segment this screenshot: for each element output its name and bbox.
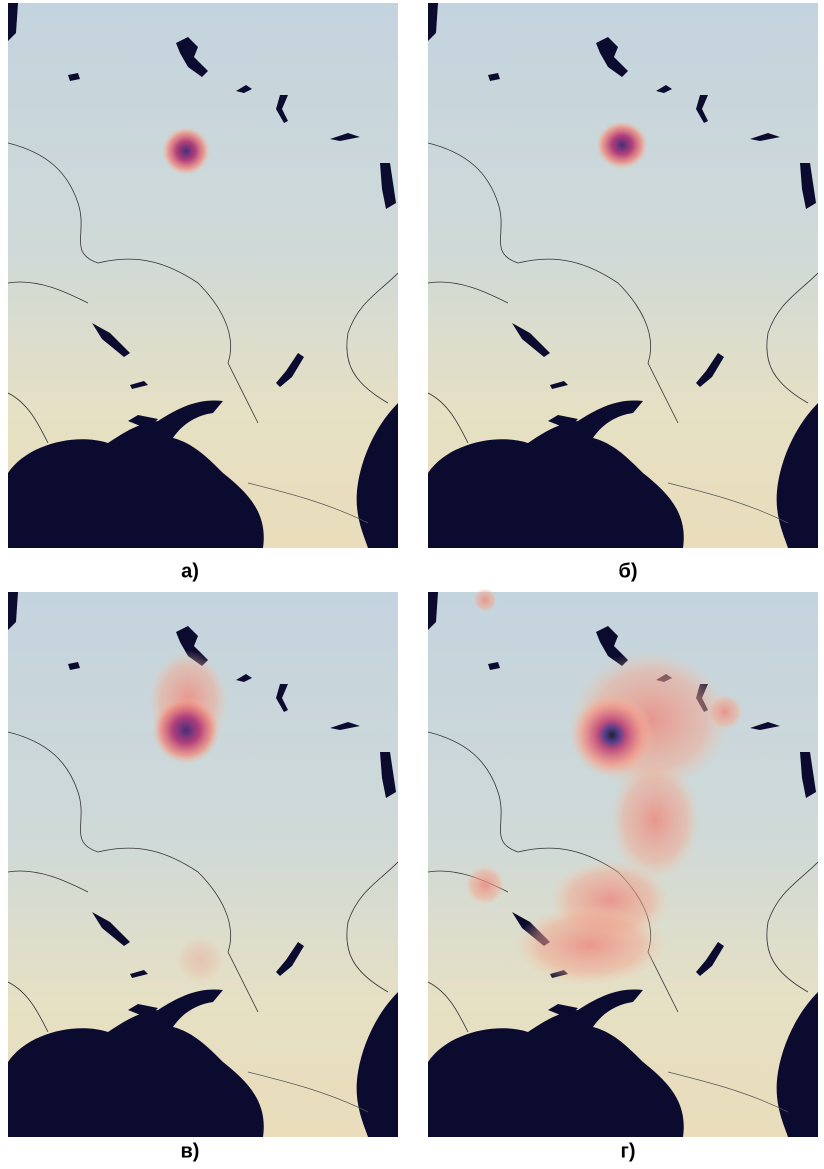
map-panel — [8, 3, 398, 548]
map-panel — [428, 3, 818, 548]
map-panel — [8, 592, 398, 1137]
panel-label: г) — [621, 1140, 636, 1162]
panel-label: а) — [181, 560, 199, 582]
figure: а) б) в) г) — [0, 0, 824, 1169]
page: а) б) в) г) (() => { const data = JSON.p… — [0, 0, 824, 1169]
panel-label: в) — [181, 1140, 200, 1162]
panel-label: б) — [618, 560, 637, 582]
map-panel — [428, 588, 818, 1137]
